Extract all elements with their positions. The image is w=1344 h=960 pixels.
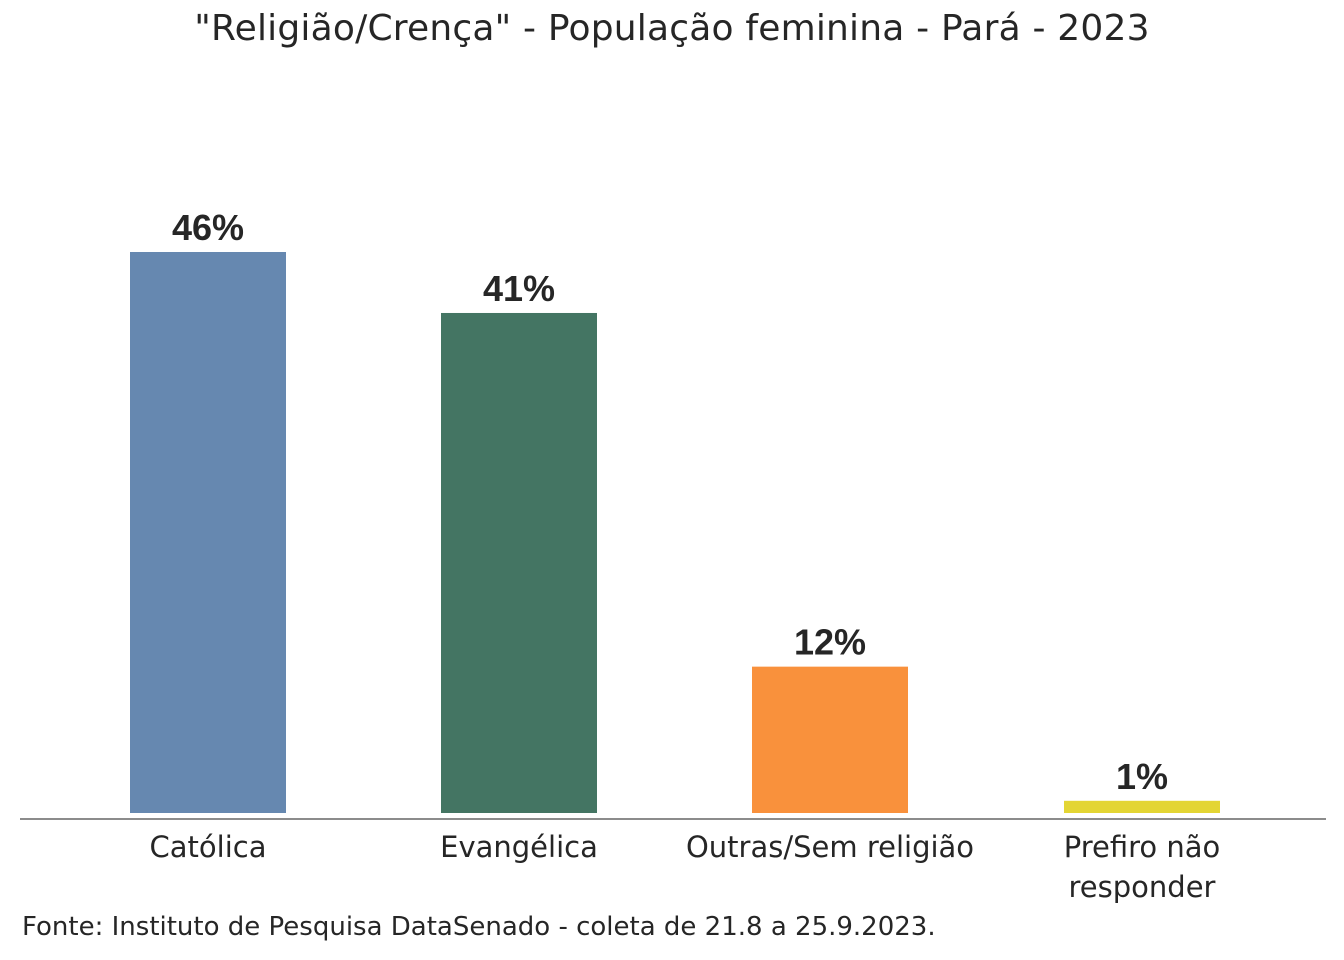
bar-3 [752,666,908,813]
source-note: Fonte: Instituto de Pesquisa DataSenado … [22,912,936,942]
data-label-1: 46% [172,207,244,248]
data-label-4: 1% [1116,756,1168,797]
x-tick-label-4: Prefiro não responder [1064,830,1221,904]
chart-title: "Religião/Crença" - População feminina -… [194,8,1150,49]
data-label-2: 41% [483,268,555,309]
data-label-3: 12% [794,622,866,663]
bar-2 [441,312,597,813]
bar-1 [130,252,286,813]
x-tick-label-2: Evangélica [440,830,598,864]
x-tick-label-1: Católica [150,830,267,864]
bar-4 [1064,800,1220,813]
x-tick-label-3: Outras/Sem religião [686,830,974,864]
